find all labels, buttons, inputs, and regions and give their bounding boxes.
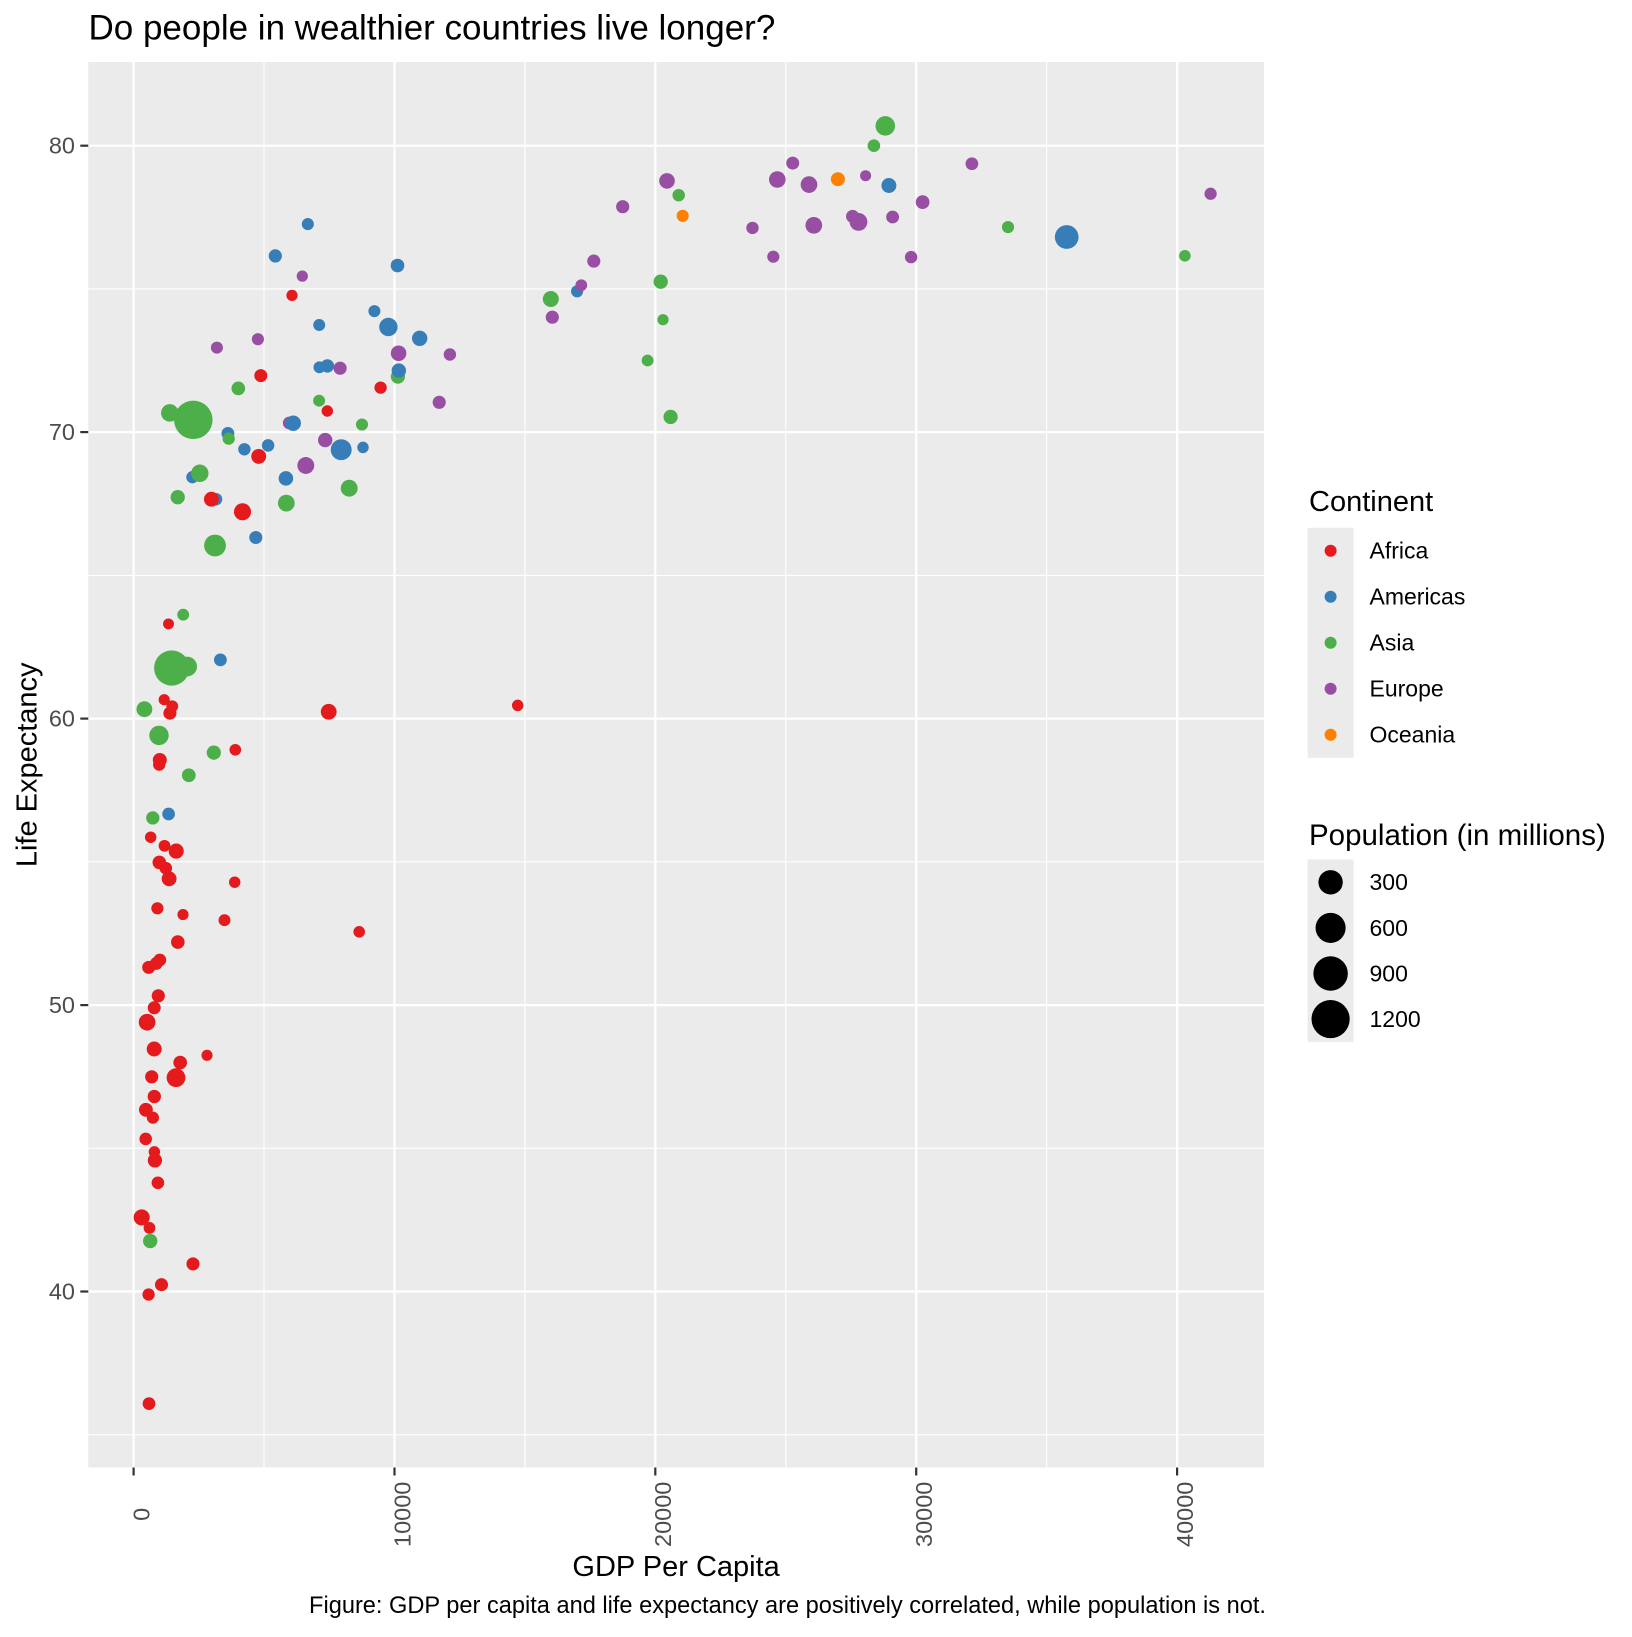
svg-text:Africa: Africa xyxy=(1370,538,1429,564)
svg-text:0: 0 xyxy=(129,1508,155,1521)
svg-text:Oceania: Oceania xyxy=(1370,722,1456,748)
svg-text:Population (in millions): Population (in millions) xyxy=(1309,819,1606,852)
svg-text:40: 40 xyxy=(49,1279,75,1305)
svg-text:20000: 20000 xyxy=(650,1482,676,1547)
svg-text:70: 70 xyxy=(49,419,75,445)
svg-text:30000: 30000 xyxy=(911,1482,937,1547)
svg-text:Asia: Asia xyxy=(1370,630,1415,656)
svg-text:Continent: Continent xyxy=(1309,486,1433,518)
svg-text:GDP Per Capita: GDP Per Capita xyxy=(572,1551,780,1583)
svg-text:40000: 40000 xyxy=(1172,1482,1198,1547)
svg-text:Europe: Europe xyxy=(1370,676,1444,702)
svg-text:Life Expectancy: Life Expectancy xyxy=(12,662,44,867)
svg-text:50: 50 xyxy=(49,992,75,1018)
svg-text:60: 60 xyxy=(49,706,75,732)
svg-text:900: 900 xyxy=(1370,960,1408,986)
svg-text:1200: 1200 xyxy=(1370,1006,1421,1032)
svg-text:Figure: GDP per capita and lif: Figure: GDP per capita and life expectan… xyxy=(309,1593,1266,1619)
svg-text:300: 300 xyxy=(1370,869,1408,895)
svg-text:80: 80 xyxy=(49,133,75,159)
svg-text:600: 600 xyxy=(1370,915,1408,941)
svg-text:Do people in wealthier countri: Do people in wealthier countries live lo… xyxy=(89,9,776,48)
svg-text:10000: 10000 xyxy=(389,1482,415,1547)
svg-text:Americas: Americas xyxy=(1370,584,1466,610)
